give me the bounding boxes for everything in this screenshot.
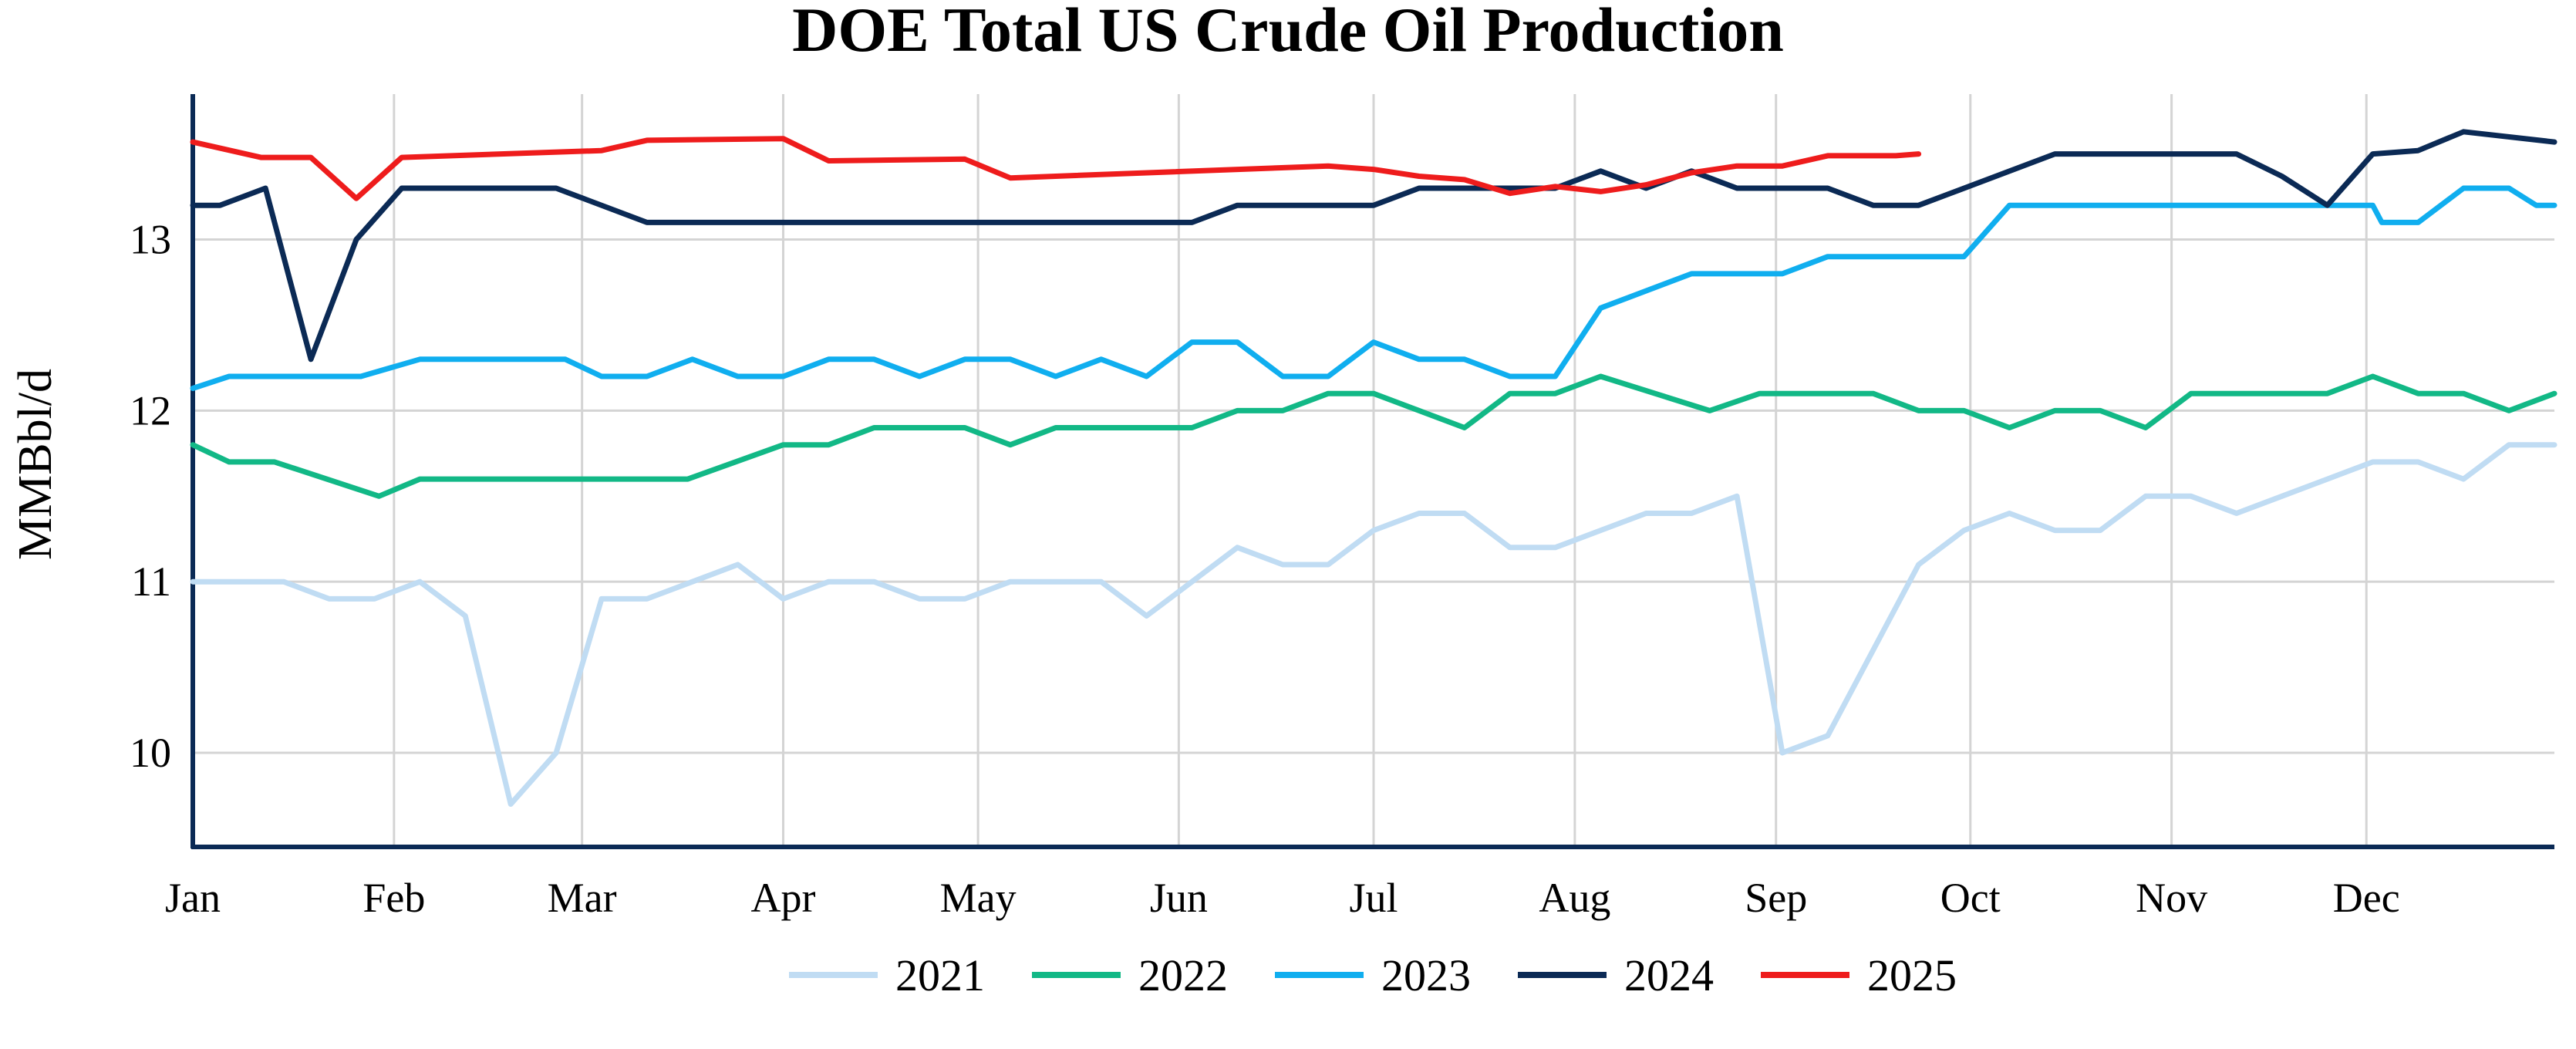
x-tick-label: Jul [1349,875,1398,921]
y-tick-label: 11 [131,558,171,605]
series-line-2021 [190,442,2557,807]
chart-title: DOE Total US Crude Oil Production [792,0,1784,65]
series-line-2022 [190,373,2557,499]
x-tick-label: Oct [1940,875,2001,921]
legend-item-2023: 2023 [1275,950,1471,1000]
y-tick-label: 10 [130,730,171,776]
x-tick-label: Jan [165,875,221,921]
legend-item-2021: 2021 [789,950,985,1000]
legend-item-2024: 2024 [1518,950,1714,1000]
axes: Jan Feb Mar Apr May Jun Jul Aug Sep Oct Nov Dec 10 11… [130,94,2554,921]
series-line-2024 [190,129,2557,363]
x-tick-label: Feb [362,875,425,921]
legend-label: 2025 [1867,950,1957,1000]
legend-label: 2024 [1624,950,1714,1000]
x-tick-label: Sep [1745,875,1807,921]
y-axis-title: MMBbl/d [9,369,62,560]
legend: 2021 2022 2023 2024 2025 [789,950,1957,1000]
y-tick-label: 12 [130,387,171,433]
gridlines [193,94,2554,847]
x-tick-label: Jun [1150,875,1208,921]
x-tick-label: Apr [751,875,816,921]
y-tick-label: 13 [130,217,171,263]
x-tick-label: Aug [1539,875,1610,921]
legend-item-2025: 2025 [1761,950,1957,1000]
series-line-2025 [190,136,1922,201]
legend-label: 2021 [895,950,985,1000]
series-lines [190,129,2557,807]
x-tick-label: May [940,875,1017,921]
legend-label: 2022 [1138,950,1228,1000]
series-line-2023 [190,185,2557,391]
legend-item-2022: 2022 [1032,950,1228,1000]
x-tick-label: Mar [548,875,617,921]
x-tick-label: Dec [2333,875,2400,921]
legend-label: 2023 [1381,950,1471,1000]
x-tick-label: Nov [2136,875,2207,921]
